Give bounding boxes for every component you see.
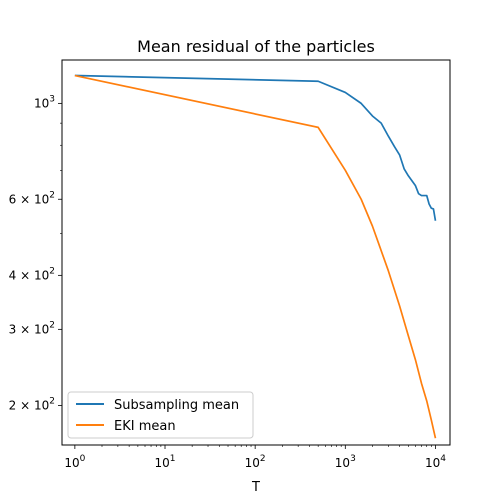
x-tick-label: 103 [335,454,356,470]
y-tick-label: 3 × 102 [9,320,55,336]
x-axis-label: T [251,480,260,495]
legend-box [67,391,254,439]
x-tick-label: 102 [245,454,266,470]
axes-frame [61,59,451,446]
x-tick-label: 101 [155,454,176,470]
y-tick-label: 2 × 102 [9,396,55,412]
y-tick-label: 103 [34,94,55,110]
x-tick-label: 100 [64,454,85,470]
legend-label-eki: EKI mean [114,419,176,434]
plot-area: 100 101 102 103 104 2 × 102 3 × 102 4 × 102 6 ×… [9,59,451,470]
x-axis: 100 101 102 103 104 [64,445,446,470]
series-line-eki-mean [74,74,437,439]
series-line-subsampling-mean [74,74,437,221]
y-tick-label: 6 × 102 [9,190,55,206]
x-tick-label: 104 [425,454,446,470]
y-axis: 2 × 102 3 × 102 4 × 102 6 × 102 103 [9,94,62,412]
y-tick-label: 4 × 102 [9,266,55,282]
legend: Subsampling mean EKI mean [67,391,254,439]
legend-label-subsampling: Subsampling mean [114,398,239,413]
series-layer [74,74,437,439]
chart-title: Mean residual of the particles [137,37,375,56]
